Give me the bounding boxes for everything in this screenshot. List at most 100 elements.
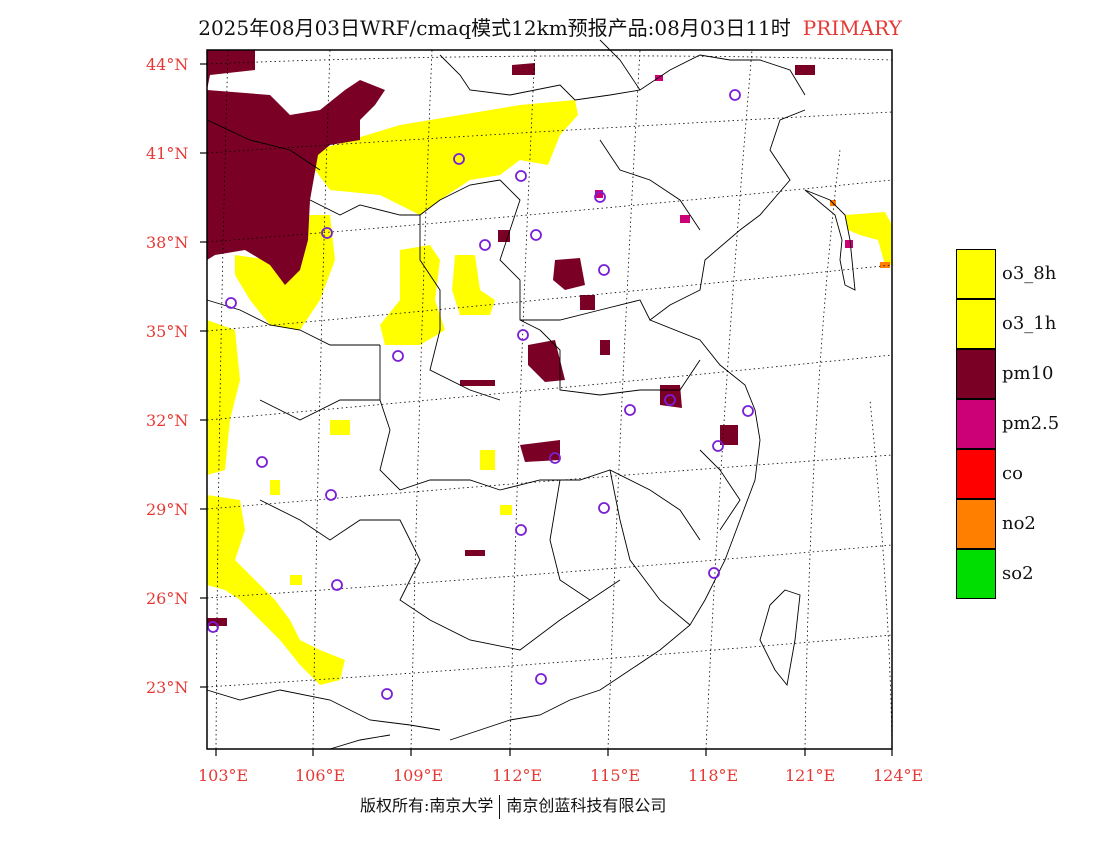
pm10-regions (207, 50, 815, 626)
pm10-region-hubei (528, 340, 565, 382)
station-marker (515, 524, 527, 536)
station-marker (742, 405, 754, 417)
inner-boundary-2 (419, 215, 501, 401)
legend-swatch (956, 349, 996, 399)
lon-line-103 (215, 49, 229, 750)
korea-outline (804, 189, 856, 291)
lon-label-103: 103°E (198, 766, 249, 785)
inner-boundary-4 (520, 299, 651, 321)
pm10-region-northwest (207, 50, 385, 285)
northern-border (439, 54, 806, 101)
legend-swatch (956, 549, 996, 599)
station-marker (624, 404, 636, 416)
inner-boundary-17 (599, 39, 641, 91)
inner-boundary-13 (599, 139, 701, 231)
lat-label-41: 41°N (146, 144, 189, 163)
o3-region-hebei (452, 255, 495, 315)
inner-boundary-9 (259, 499, 431, 621)
taiwan-outline (759, 589, 801, 687)
lon-line-115 (607, 49, 641, 750)
lon-label-118: 118°E (688, 766, 739, 785)
station-marker (321, 227, 333, 239)
lon-label-115: 115°E (590, 766, 641, 785)
pm10-region-henan (553, 258, 585, 290)
pm25-spot-4 (595, 190, 603, 198)
map-frame (206, 49, 893, 750)
pm25-regions (595, 75, 853, 248)
pm10-region-shanghai (720, 425, 738, 445)
o3-spot-4 (500, 505, 512, 515)
no2-spot-2 (880, 262, 890, 268)
lon-line-109 (410, 49, 433, 750)
legend-swatch (956, 299, 996, 349)
station-marker (381, 688, 393, 700)
o3-spot-2 (480, 450, 495, 470)
lat-label-35: 35°N (146, 322, 189, 341)
station-marker (598, 502, 610, 514)
station-markers (207, 89, 754, 700)
lon-line-124 (869, 399, 893, 750)
inner-boundary-12 (609, 469, 691, 626)
station-marker (535, 673, 547, 685)
coastline (449, 109, 806, 741)
lon-label-106: 106°E (295, 766, 346, 785)
title-main: 2025年08月03日WRF/cmaq模式12km预报产品:08月03日11时 (198, 16, 791, 40)
station-marker (453, 153, 465, 165)
lat-label-38: 38°N (146, 233, 189, 252)
lat-line-26 (206, 544, 893, 599)
station-marker (517, 329, 529, 341)
footer-divider (499, 794, 501, 819)
graticule (206, 49, 893, 750)
footer-left: 版权所有:南京大学 (360, 796, 494, 815)
pm10-spot-3 (600, 340, 610, 355)
legend-swatch (956, 399, 996, 449)
lon-label-112: 112°E (492, 766, 543, 785)
station-marker (479, 239, 491, 251)
pm25-spot-3 (845, 240, 853, 248)
title-tag: PRIMARY (802, 16, 902, 40)
station-marker (256, 456, 268, 468)
inner-boundary-14 (206, 299, 380, 346)
o3-region-korea (845, 212, 892, 265)
station-marker (331, 579, 343, 591)
legend-label: pm10 (1002, 363, 1054, 384)
legend-label: co (1002, 463, 1023, 484)
station-marker (712, 440, 724, 452)
legend-swatch (956, 449, 996, 499)
pm10-spot-1 (795, 65, 815, 75)
lat-label-26: 26°N (146, 589, 189, 608)
inner-boundary-8 (259, 399, 380, 421)
station-marker (392, 350, 404, 362)
station-marker (598, 264, 610, 276)
station-marker (729, 89, 741, 101)
station-marker (515, 170, 527, 182)
pm10-region-north (512, 63, 535, 75)
lat-line-32 (206, 354, 893, 421)
legend-label: o3_1h (1002, 313, 1057, 334)
inner-boundary-16 (206, 119, 321, 171)
boundaries (206, 39, 856, 750)
pm10-spot-5 (465, 550, 485, 556)
legend-label: o3_8h (1002, 263, 1057, 284)
lat-line-29 (206, 454, 893, 510)
inner-boundary-1 (309, 179, 501, 216)
inner-boundary-15 (206, 689, 441, 731)
station-marker (207, 621, 219, 633)
station-marker (594, 191, 606, 203)
o3-region-west (207, 320, 240, 475)
inner-boundary-10 (429, 579, 621, 651)
station-marker (225, 297, 237, 309)
o3-spot-3 (270, 480, 280, 495)
lat-label-32: 32°N (146, 411, 189, 430)
lon-label-109: 109°E (393, 766, 444, 785)
legend-swatch (956, 249, 996, 299)
pm25-spot-2 (680, 215, 690, 223)
o3-spot-5 (290, 575, 302, 585)
inner-boundary-5 (539, 329, 701, 396)
pm25-spot-1 (655, 75, 663, 81)
inner-boundary-11 (549, 479, 591, 601)
lon-label-121: 121°E (785, 766, 836, 785)
lat-label-29: 29°N (146, 500, 189, 519)
footer-right: 南京创蓝科技有限公司 (506, 796, 667, 815)
